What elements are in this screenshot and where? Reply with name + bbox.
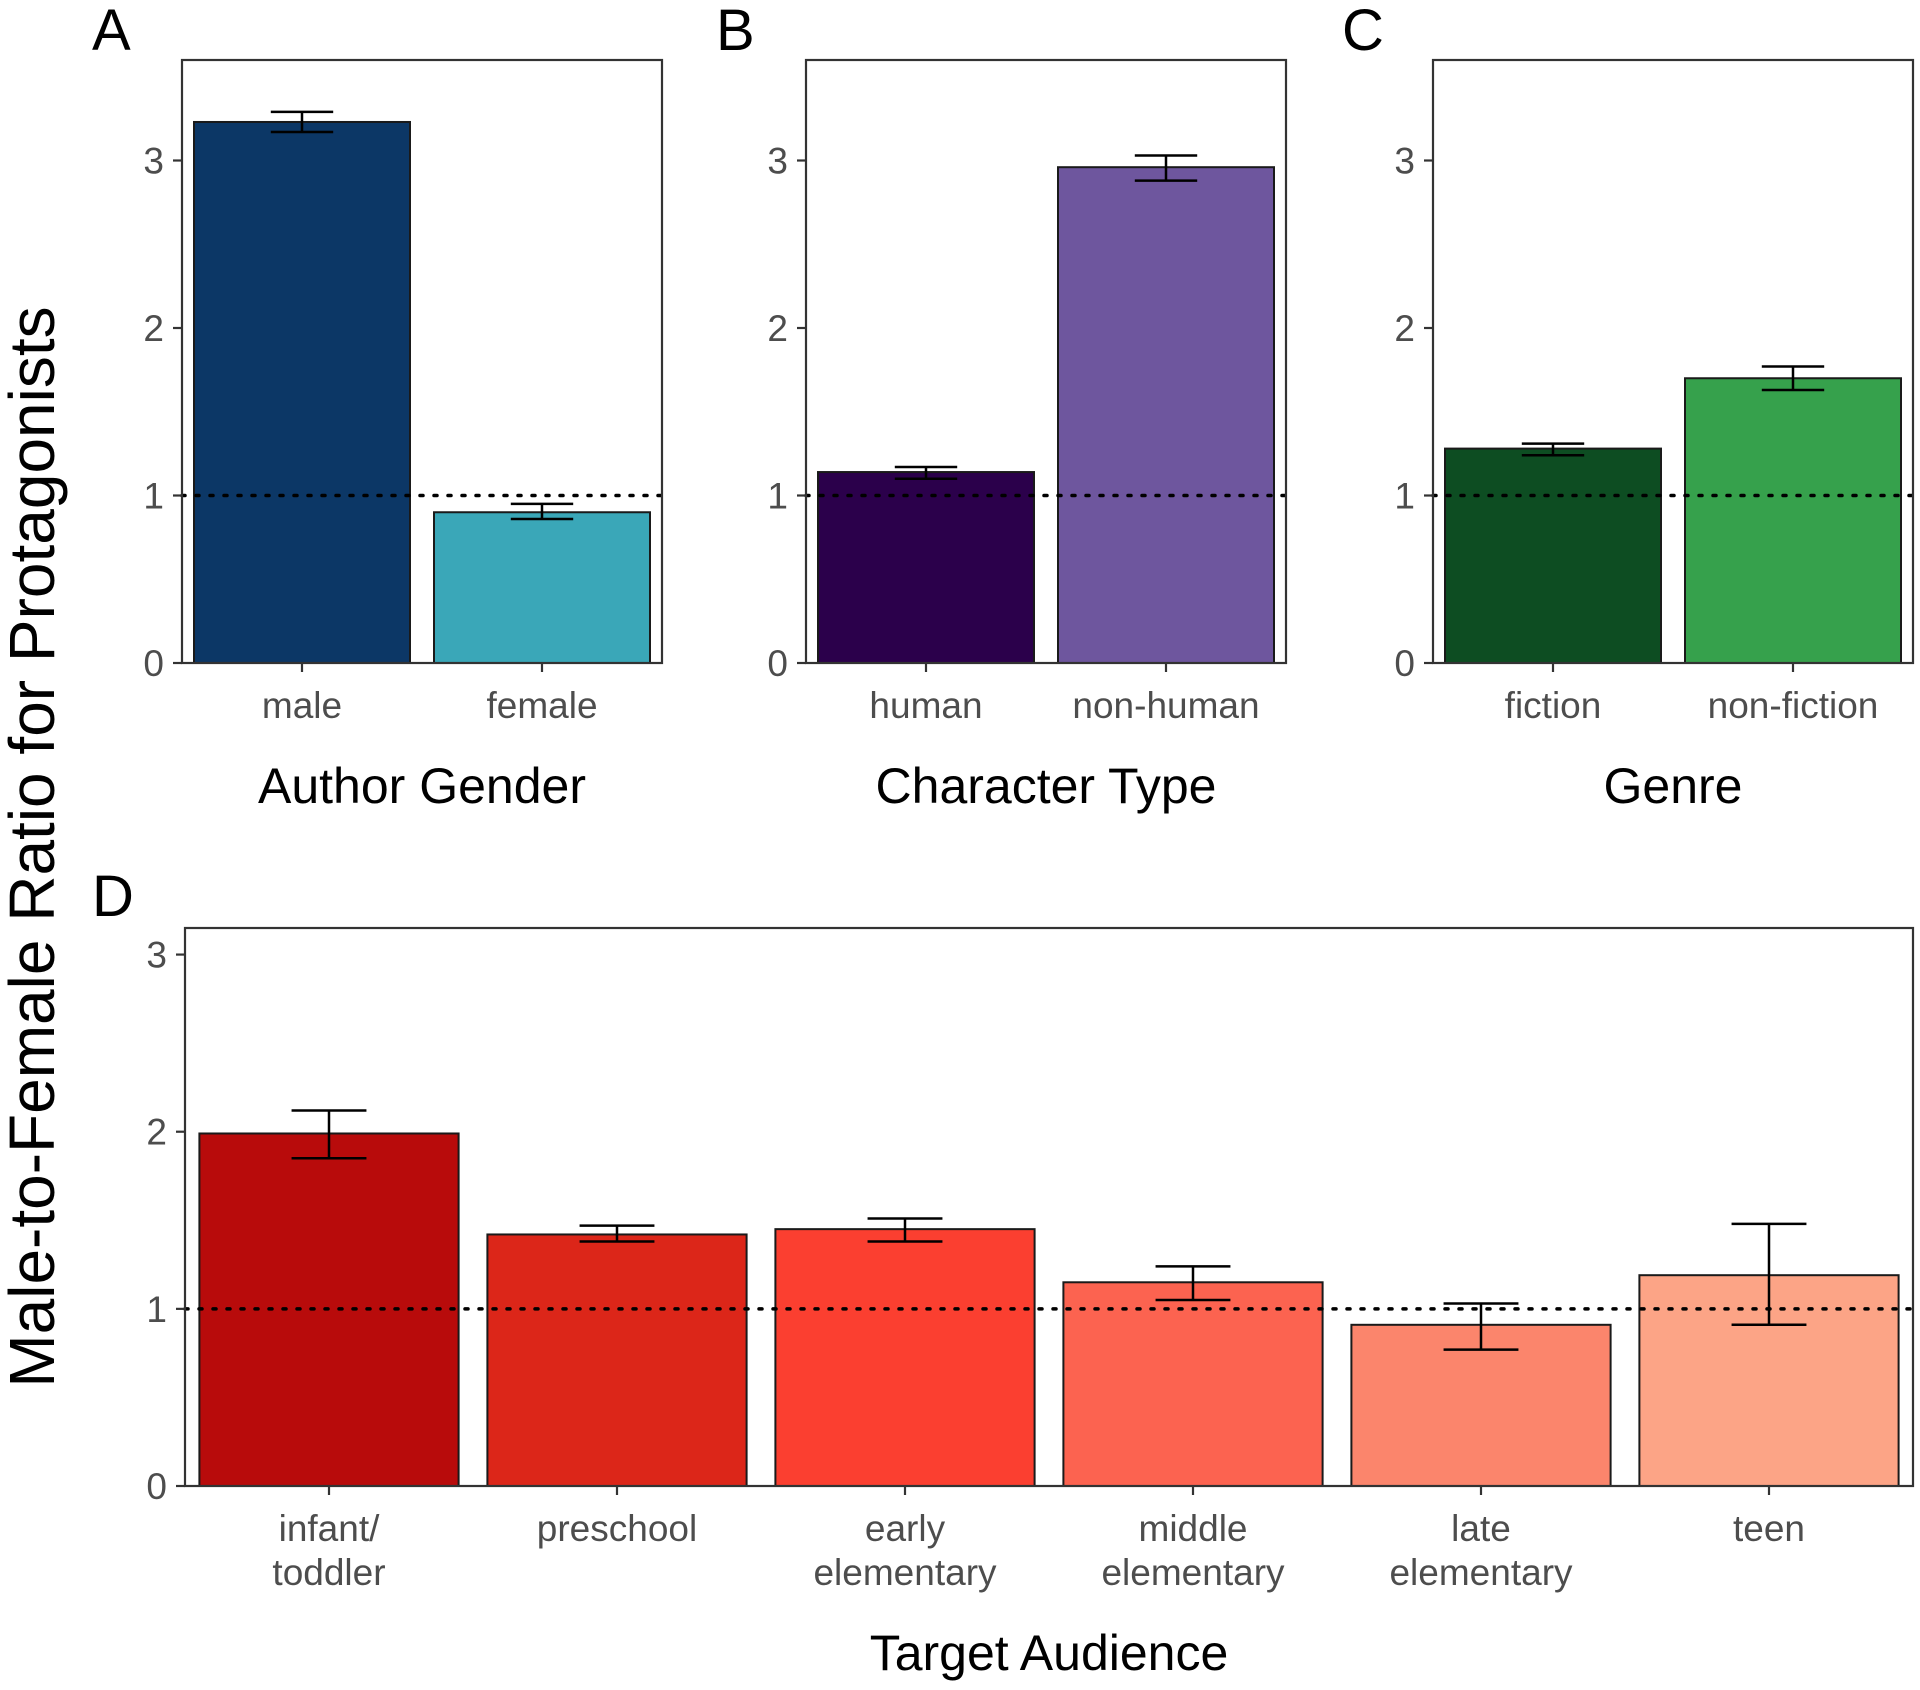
x-axis-title-b: Character Type — [876, 758, 1217, 814]
x-tick-label-c-0: fiction — [1505, 685, 1602, 726]
bar-b-0 — [817, 471, 1035, 664]
y-tick-label-c-3: 3 — [1394, 141, 1415, 182]
y-tick-label-d-3: 3 — [146, 935, 167, 976]
y-tick-label-c-1: 1 — [1394, 476, 1415, 517]
panel-letter-a: A — [92, 0, 131, 63]
bar-b-1 — [1057, 166, 1275, 664]
panel-a: 0 1 2 3 male female Author Gender A — [92, 0, 664, 814]
error-bar-c-0 — [1521, 442, 1585, 457]
y-tick-label-b-2: 2 — [767, 308, 788, 349]
x-tick-label-d-2: early elementary — [813, 1508, 997, 1593]
y-tick-label-b-1: 1 — [767, 476, 788, 517]
chart-panels: 0 1 2 3 male female Author Gender A 0 1 2 3 human non… — [92, 0, 1915, 1681]
bar-d-2 — [774, 1228, 1036, 1487]
panel-border-d — [183, 926, 1915, 1488]
x-tick-label-a-0: male — [262, 685, 342, 726]
x-tick-label-b-1: non-human — [1072, 685, 1259, 726]
x-tick-label-b-0: human — [869, 685, 982, 726]
error-bar-d-2 — [867, 1217, 943, 1243]
error-bar-d-5 — [1731, 1222, 1807, 1327]
x-axis-title-c: Genre — [1604, 758, 1743, 814]
error-bar-c-1 — [1761, 365, 1825, 392]
panel-c: 0 1 2 3 fiction non-fiction Genre C — [1342, 0, 1915, 814]
x-tick-label-d-0: infant/toddler — [272, 1508, 385, 1593]
x-tick-label-a-1: female — [486, 685, 597, 726]
bar-d-3 — [1062, 1281, 1324, 1488]
panel-b: 0 1 2 3 human non-human Character Type B — [716, 0, 1288, 814]
bar-d-4 — [1350, 1323, 1612, 1488]
x-tick-label-d-1: preschool — [537, 1508, 697, 1549]
y-tick-label-b-0: 0 — [767, 643, 788, 684]
y-tick-label-d-0: 0 — [146, 1466, 167, 1507]
x-tick-label-d-4: late elementary — [1389, 1508, 1573, 1593]
error-bar-b-0 — [894, 465, 958, 480]
y-tick-label-a-2: 2 — [143, 308, 164, 349]
panel-border-c — [1431, 58, 1915, 665]
x-axis-title-d: Target Audience — [870, 1625, 1229, 1681]
y-tick-label-a-1: 1 — [143, 476, 164, 517]
bar-c-0 — [1444, 447, 1662, 664]
x-tick-label-c-1: non-fiction — [1708, 685, 1879, 726]
bar-d-1 — [486, 1233, 748, 1488]
x-tick-label-d-3: middle elementary — [1101, 1508, 1285, 1593]
panel-border-b — [804, 58, 1288, 665]
y-tick-label-c-2: 2 — [1394, 308, 1415, 349]
y-tick-label-d-1: 1 — [146, 1289, 167, 1330]
error-bar-a-1 — [510, 502, 574, 521]
panel-letter-d: D — [92, 864, 134, 929]
y-tick-label-d-2: 2 — [146, 1112, 167, 1153]
x-tick-label-d-5: teen — [1733, 1508, 1805, 1549]
bar-a-1 — [433, 511, 651, 664]
error-bar-d-1 — [579, 1224, 655, 1243]
bar-a-0 — [193, 120, 411, 665]
error-bar-a-0 — [270, 110, 334, 134]
bar-c-1 — [1684, 377, 1902, 664]
y-tick-label-a-0: 0 — [143, 643, 164, 684]
error-bar-d-0 — [291, 1109, 367, 1160]
panel-border-a — [180, 58, 664, 665]
y-tick-label-a-3: 3 — [143, 141, 164, 182]
panel-d: 0 1 2 3 infant/toddler preschool early elementa… — [92, 864, 1915, 1681]
panel-letter-c: C — [1342, 0, 1384, 63]
error-bar-b-1 — [1134, 154, 1198, 182]
error-bar-d-3 — [1155, 1265, 1231, 1302]
panel-letter-b: B — [716, 0, 755, 63]
error-bar-d-4 — [1443, 1302, 1519, 1351]
shared-y-axis-title: Male-to-Female Ratio for Protagonists — [0, 306, 68, 1387]
y-tick-label-c-0: 0 — [1394, 643, 1415, 684]
y-tick-label-b-3: 3 — [767, 141, 788, 182]
x-axis-title-a: Author Gender — [258, 758, 586, 814]
